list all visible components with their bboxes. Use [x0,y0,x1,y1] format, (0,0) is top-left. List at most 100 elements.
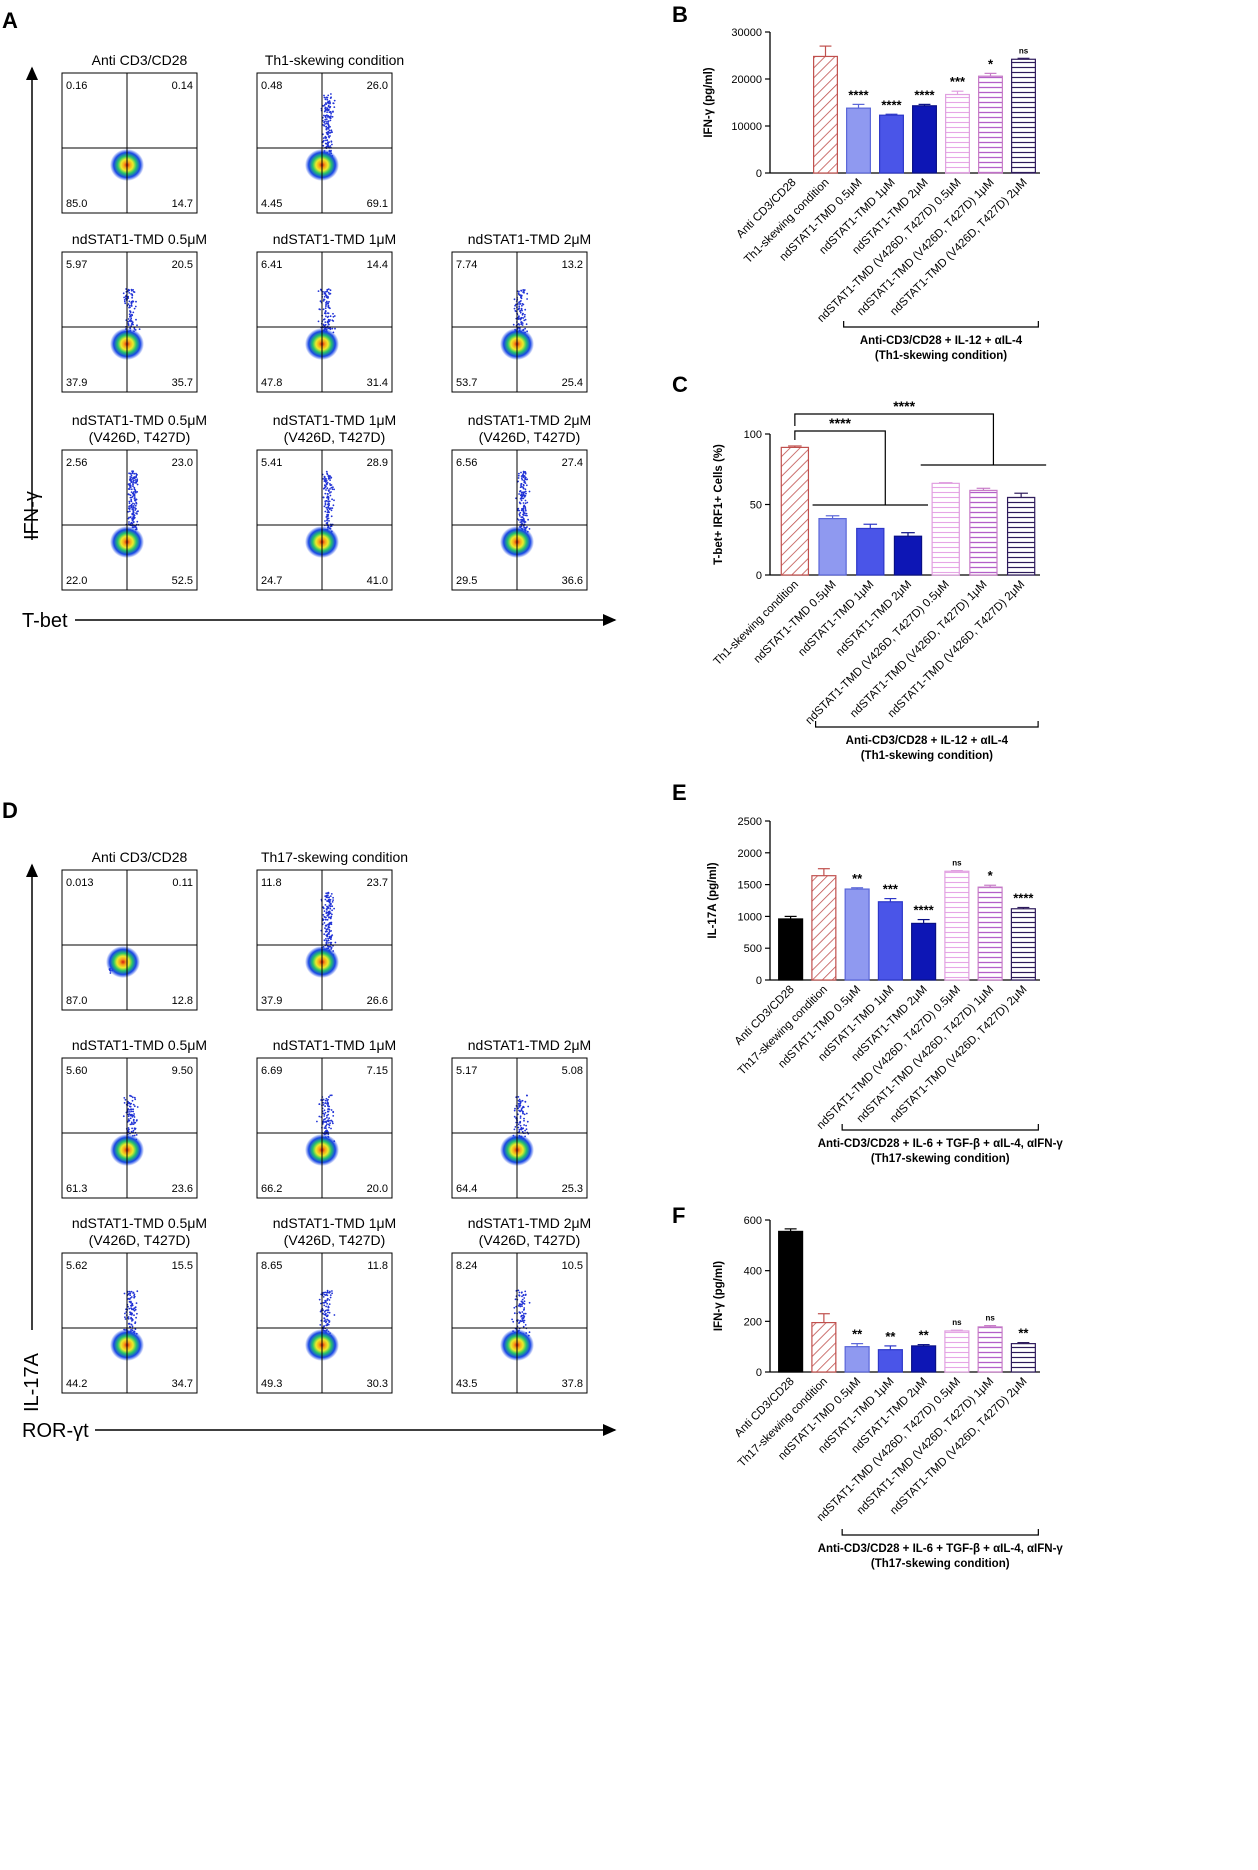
quadrant-lower-right: 25.4 [562,377,583,389]
event-dot [518,303,521,305]
event-dot [517,507,520,510]
quadrant-upper-left: 6.41 [261,259,282,271]
event-dot [328,129,331,132]
event-dot [323,295,326,298]
plot-title: ndSTAT1-TMD 0.5μM [72,1037,207,1053]
event-dot [324,904,327,906]
event-dot [128,521,130,523]
event-dot [524,514,527,517]
event-dot [328,904,331,907]
event-dot [521,313,524,316]
event-dot [325,1097,328,1100]
quadrant-upper-left: 2.56 [66,457,87,469]
event-dot [518,301,520,304]
event-dot [330,93,332,95]
event-dot [327,896,329,899]
event-dot [330,893,333,895]
event-dot [330,140,333,143]
event-dot [327,511,329,514]
event-dot [322,144,325,147]
event-dot [128,304,131,307]
event-dot [326,96,329,99]
event-dot [333,907,335,910]
event-dot [327,312,330,315]
event-dot [525,484,528,487]
quadrant-lower-left: 61.3 [66,1183,87,1195]
event-dot [520,323,523,326]
quadrant-upper-right: 26.0 [367,80,388,92]
event-dot [326,300,328,303]
event-dot [326,141,329,144]
quadrant-lower-left: 37.9 [261,995,282,1007]
event-dot [328,898,331,901]
event-dot [330,509,333,512]
event-dot [327,94,330,97]
event-dot [133,307,136,310]
quadrant-upper-left: 0.16 [66,80,87,92]
event-dot [132,1118,135,1121]
event-dot [327,126,330,129]
event-dot [326,515,328,518]
event-dot [524,509,527,512]
event-dot [333,315,336,317]
event-dot [325,315,327,318]
event-dot [134,305,137,308]
event-dot [329,131,332,134]
event-dot [133,1116,136,1118]
event-dot [327,124,330,126]
event-dot [326,522,329,525]
quadrant-lower-left: 24.7 [261,575,282,587]
event-dot [525,492,527,495]
event-dot [324,118,327,121]
event-dot [132,511,135,514]
event-dot [325,938,327,940]
event-dot [522,487,525,490]
event-dot [132,1110,135,1113]
event-dot [134,499,136,502]
event-dot [524,499,527,502]
event-dot [122,1115,125,1118]
event-dot [512,323,515,326]
event-dot [131,478,134,480]
event-dot [131,505,133,507]
event-dot [334,327,336,330]
event-dot [517,316,520,319]
event-dot [524,482,527,484]
event-dot [127,493,130,495]
plot-title: Th17-skewing condition [261,849,408,865]
event-dot [130,1110,133,1113]
event-dot [329,292,332,295]
event-dot [327,291,330,294]
event-dot [127,318,130,320]
event-dot [134,1098,137,1101]
event-dot [522,502,525,504]
event-dot [331,909,333,912]
event-dot [324,481,327,483]
quadrant-lower-left: 53.7 [456,377,477,389]
plot-frame [256,449,393,591]
event-dot [329,315,332,318]
event-dot [331,905,334,908]
event-dot [326,483,328,486]
event-dot [522,484,525,487]
event-dot [333,488,335,491]
plot-frame [61,72,198,214]
event-dot [524,313,526,316]
event-dot [129,478,132,481]
event-dot [324,500,327,503]
event-dot [328,916,330,919]
event-dot [328,936,331,938]
event-dot [326,493,329,495]
event-dot [324,927,326,929]
event-dot [325,912,328,914]
event-dot [328,910,331,913]
event-dot [323,139,325,142]
event-dot [331,934,334,936]
event-dot [135,1134,138,1136]
event-dot [323,1115,326,1117]
plot-title: ndSTAT1-TMD 0.5μM [72,231,207,247]
event-dot [523,520,526,523]
quadrant-lower-right: 36.6 [562,575,583,587]
